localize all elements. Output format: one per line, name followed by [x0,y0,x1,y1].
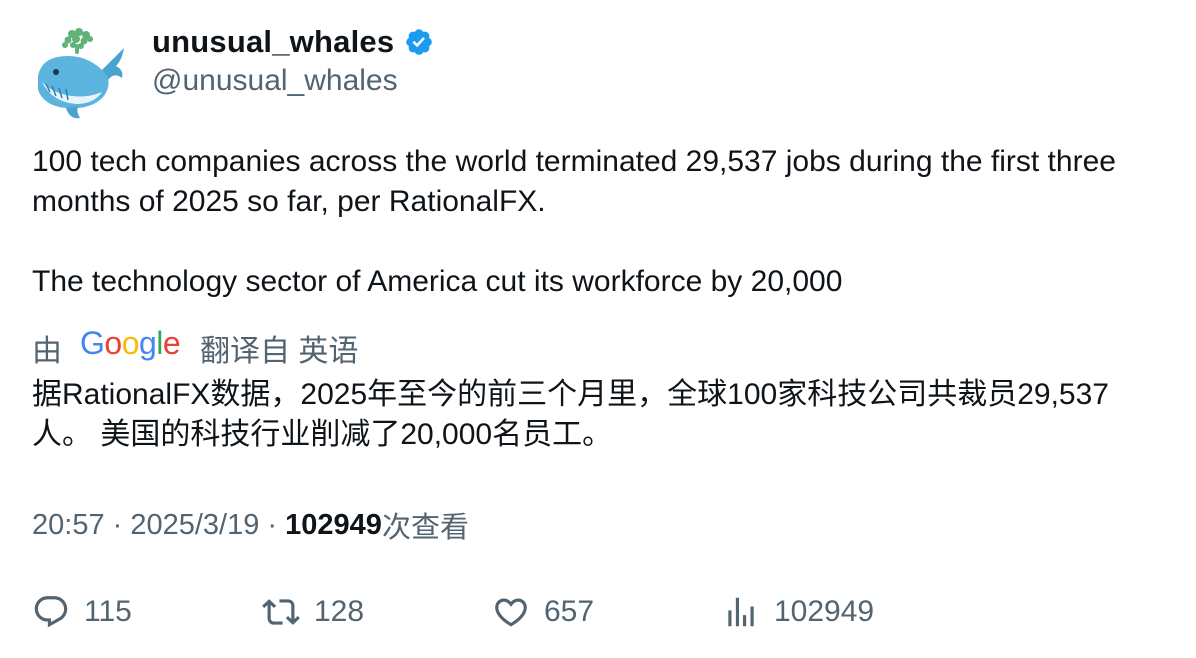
heart-icon [495,598,527,627]
views-action-count: 102949 [774,595,875,628]
tweet-paragraph: The technology sector of America cut its… [32,265,843,298]
verified-badge-icon [404,27,434,57]
translation-attribution[interactable]: 由 Google 翻译自 英语 [32,325,359,370]
google-logo: Google [80,325,181,370]
views-count: 102949 [285,508,382,541]
tweet-time[interactable]: 20:57 [32,508,105,541]
translated-text: 据RationalFX数据，2025年至今的前三个月里，全球100家科技公司共裁… [32,378,1109,451]
views-label: 次查看 [381,512,469,544]
svg-text:Google: Google [80,326,180,361]
tweet-date[interactable]: 2025/3/19 [130,508,260,541]
retweet-count: 128 [314,595,365,628]
action-bar: 115 128 657 102949 [32,590,1172,634]
author-name-row: unusual_whales [152,22,434,62]
retweet-button[interactable]: 128 [262,590,364,634]
meta-separator: · [259,508,286,541]
tweet-text: 100 tech companies across the world term… [32,142,1162,302]
reply-button[interactable]: 115 [32,590,132,634]
like-button[interactable]: 657 [492,590,594,634]
author-display-name[interactable]: unusual_whales [152,24,395,59]
author-handle[interactable]: @unusual_whales [152,64,398,97]
analytics-icon [728,597,754,627]
avatar[interactable] [32,26,128,122]
retweet-icon [262,599,300,625]
reply-icon [34,596,68,628]
translation-prefix: 由 [32,335,62,368]
tweet-paragraph: 100 tech companies across the world term… [32,145,1116,218]
like-count: 657 [544,595,595,628]
reply-count: 115 [84,595,132,628]
views-button[interactable]: 102949 [722,590,874,634]
whale-spout [62,28,93,54]
meta-separator: · [104,508,131,541]
translation-suffix: 翻译自 英语 [200,335,359,368]
tweet-meta: 20:57 · 2025/3/19 · 102949 次查看 [32,504,469,546]
